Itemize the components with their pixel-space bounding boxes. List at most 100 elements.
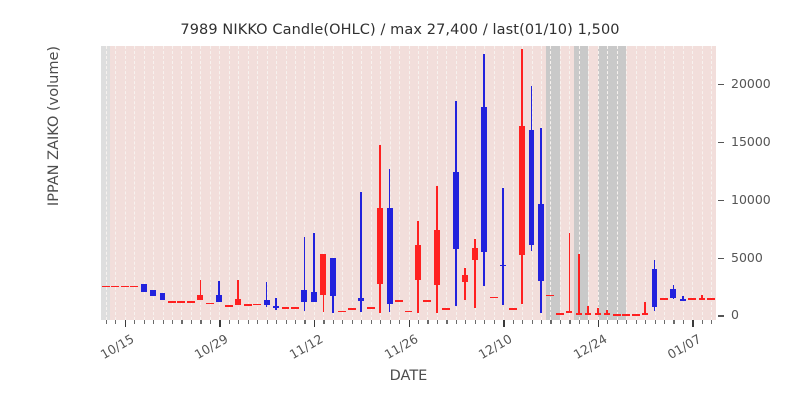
grid-line: [711, 46, 713, 320]
candle-wick: [587, 306, 590, 315]
grid-line: [427, 46, 429, 320]
candle-wick: [682, 295, 684, 302]
x-tick-minor: [663, 320, 666, 324]
x-tick-minor: [701, 320, 703, 324]
candle-body: [358, 298, 365, 302]
candle-body: [320, 254, 327, 295]
candle-flat-marker: [224, 304, 233, 307]
candle-flat-marker: [631, 314, 640, 316]
grid-line: [266, 46, 269, 320]
x-tick-minor: [200, 320, 202, 324]
x-tick-major: [219, 320, 221, 327]
x-tick-minor: [153, 320, 155, 324]
candle-body: [452, 172, 459, 250]
grid-line: [294, 46, 297, 320]
grid-line: [134, 46, 136, 320]
x-tick-minor: [682, 320, 685, 324]
candle-flat-marker: [243, 304, 252, 306]
candle-flat-marker: [253, 303, 262, 306]
x-tick-minor: [389, 320, 391, 324]
background-band: [626, 46, 716, 320]
candle-flat-marker: [555, 313, 564, 315]
x-tick-minor: [540, 320, 543, 324]
grid-line: [209, 46, 212, 320]
grid-line: [635, 46, 638, 320]
candle-flat-marker: [120, 285, 129, 288]
x-tick-label: 12/10: [475, 331, 515, 363]
grid-line: [493, 46, 496, 320]
x-tick-minor: [578, 320, 580, 324]
candle-flat-marker: [177, 300, 186, 303]
grid-line: [673, 46, 675, 320]
candle-body: [538, 204, 544, 281]
x-tick-minor: [361, 320, 363, 324]
grid-line: [105, 46, 108, 320]
candle-body: [140, 284, 147, 293]
x-tick-minor: [228, 320, 230, 324]
candle-wick: [237, 279, 239, 305]
x-tick-minor: [645, 320, 647, 324]
candle-flat-marker: [205, 302, 214, 305]
candle-body: [585, 313, 592, 315]
x-tick-minor: [399, 320, 401, 324]
x-tick-minor: [550, 320, 552, 324]
y-tick-label: 10000: [731, 191, 771, 207]
candle-wick: [265, 281, 268, 307]
grid-line: [588, 46, 590, 320]
candle-body: [604, 313, 611, 315]
y-tick-label: 20000: [731, 76, 771, 92]
candle-flat-marker: [660, 298, 668, 300]
x-tick-minor: [522, 320, 524, 324]
grid-line: [361, 46, 363, 320]
candle-flat-marker: [404, 310, 413, 313]
candle-body: [329, 257, 336, 296]
grid-line: [285, 46, 288, 320]
candle-body: [594, 313, 601, 315]
x-tick-label: 10/15: [97, 331, 137, 363]
candle-wick: [701, 294, 703, 300]
y-tick-mark: [718, 84, 724, 86]
x-tick-minor: [285, 320, 287, 324]
candle-flat-marker: [281, 307, 290, 309]
candle-wick: [464, 267, 467, 301]
candle-wick: [199, 279, 202, 301]
candle-wick: [568, 233, 571, 314]
grid-line: [162, 46, 165, 320]
candle-body: [159, 293, 166, 300]
grid-line: [238, 46, 240, 320]
candle-flat-marker: [168, 300, 176, 303]
y-tick-mark: [718, 315, 724, 317]
candle-body: [519, 125, 525, 256]
candle-flat-marker: [489, 296, 498, 299]
candle-body: [566, 310, 573, 313]
x-tick-minor: [531, 320, 533, 324]
candle-wick: [275, 298, 277, 310]
y-tick-label: 15000: [731, 133, 771, 149]
x-tick-minor: [626, 320, 628, 324]
x-tick-minor: [115, 320, 117, 324]
grid-line: [465, 46, 467, 320]
candle-flat-marker: [546, 294, 555, 297]
x-tick-minor: [162, 320, 164, 324]
x-tick-minor: [654, 320, 656, 324]
grid-line: [257, 46, 259, 320]
grid-line: [153, 46, 155, 320]
grid-line: [607, 46, 609, 320]
grid-line: [436, 46, 439, 320]
x-tick-major: [503, 320, 505, 327]
x-tick-minor: [323, 320, 325, 324]
grid-line: [171, 46, 174, 320]
grid-line: [219, 46, 221, 320]
candle-body: [642, 313, 648, 315]
x-tick-minor: [181, 320, 183, 324]
y-tick-mark: [718, 199, 724, 201]
grid-line: [645, 46, 647, 320]
candle-flat-marker: [186, 300, 195, 303]
grid-line: [304, 46, 306, 320]
grid-line: [474, 46, 477, 320]
x-tick-minor: [342, 320, 344, 324]
grid-line: [143, 46, 146, 320]
x-tick-minor: [711, 320, 713, 324]
candle-body: [263, 299, 270, 305]
